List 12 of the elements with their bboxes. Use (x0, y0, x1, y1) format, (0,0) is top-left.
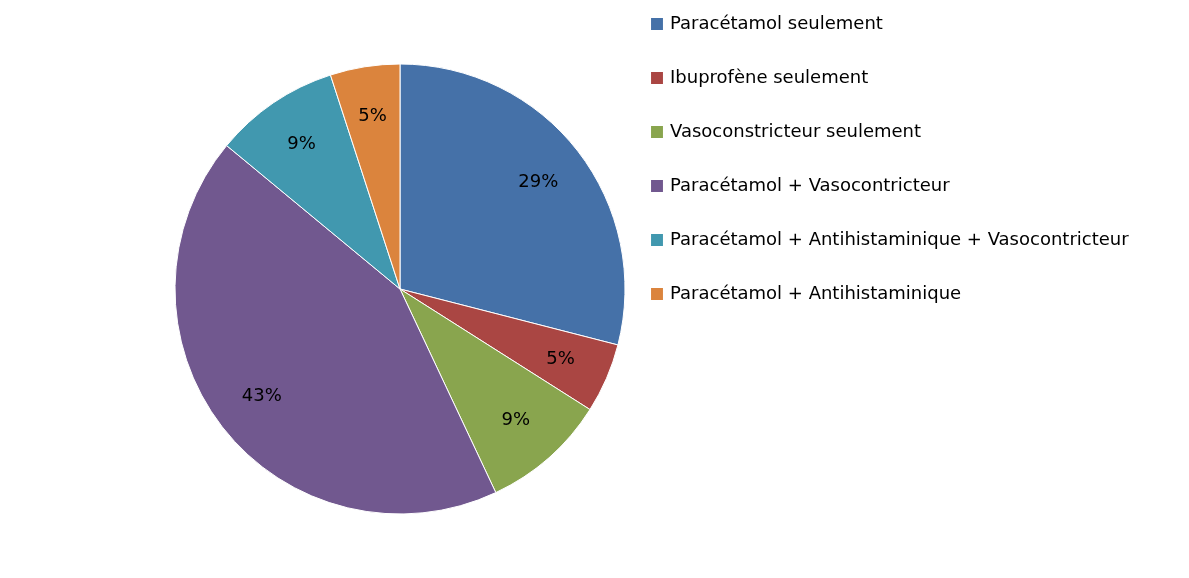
data-label: 5% (546, 346, 575, 368)
legend-label: Paracétamol seulement (670, 12, 883, 33)
data-label: 9% (287, 132, 316, 154)
legend-label: Paracétamol + Antihistaminique + Vasocontricteur (670, 228, 1130, 249)
legend-label: Vasoconstricteur seulement (670, 120, 922, 141)
data-label: 43% (241, 384, 282, 406)
data-label: 5% (358, 104, 387, 126)
legend-label: Paracétamol + Antihistaminique (670, 282, 962, 303)
legend-label: Ibuprofène seulement (670, 66, 869, 87)
data-label: 29% (518, 169, 559, 191)
legend-label: Paracétamol + Vasocontricteur (670, 174, 951, 195)
data-label: 9% (501, 408, 531, 430)
